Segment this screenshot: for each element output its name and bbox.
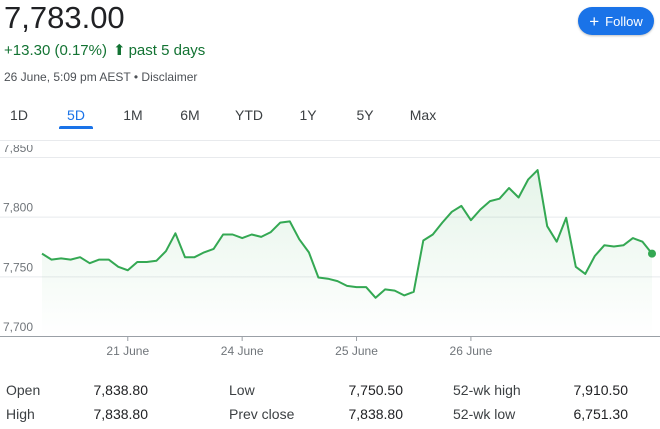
price-line <box>41 169 653 299</box>
plus-icon: + <box>589 11 600 31</box>
follow-label: Follow <box>605 13 643 29</box>
tabs-divider <box>0 140 660 141</box>
arrow-up-icon: ⬆ <box>113 42 126 59</box>
x-tick-label: 26 June <box>450 344 493 358</box>
52wk-low-label: 52-wk low <box>453 406 516 422</box>
y-tick-label: 7,800 <box>3 201 33 215</box>
x-tick-label: 21 June <box>106 344 149 358</box>
change-period: past 5 days <box>128 41 206 59</box>
52wk-high-label: 52-wk high <box>453 382 521 398</box>
prev-close-value: 7,838.80 <box>348 406 404 422</box>
x-tick-label: 24 June <box>221 344 264 358</box>
timestamp: 26 June, 5:09 pm AEST <box>4 70 131 84</box>
tab-1d[interactable]: 1D <box>10 107 28 123</box>
open-value: 7,838.80 <box>93 382 149 398</box>
separator-dot: • <box>133 70 139 84</box>
current-price: 7,783.00 <box>4 0 125 35</box>
x-tick-label: 25 June <box>335 344 378 358</box>
open-label: Open <box>6 382 41 398</box>
prev-close-label: Prev close <box>229 406 295 422</box>
low-label: Low <box>229 382 255 398</box>
y-tick-label: 7,750 <box>3 260 33 274</box>
low-value: 7,750.50 <box>348 382 404 398</box>
52wk-low-value: 6,751.30 <box>573 406 629 422</box>
active-tab-indicator <box>59 126 93 129</box>
high-label: High <box>6 406 35 422</box>
tab-5y[interactable]: 5Y <box>356 107 374 123</box>
change-value: +13.30 (0.17%) <box>4 41 107 59</box>
last-price-dot <box>648 249 656 258</box>
price-change: +13.30 (0.17%) ⬆ past 5 days <box>4 41 206 60</box>
tab-1y[interactable]: 1Y <box>299 107 317 123</box>
price-chart: 7,700 7,750 7,800 7,850 21 June 24 June 25 Jun… <box>0 145 660 358</box>
y-tick-label: 7,700 <box>3 320 33 334</box>
tab-1m[interactable]: 1M <box>123 107 143 123</box>
follow-button[interactable]: + Follow <box>578 7 654 35</box>
tab-ytd[interactable]: YTD <box>235 107 263 123</box>
price-area-fill <box>42 170 652 336</box>
high-value: 7,838.80 <box>93 406 149 422</box>
disclaimer-link[interactable]: Disclaimer <box>141 70 198 84</box>
y-tick-label: 7,850 <box>3 145 33 155</box>
quote-meta: 26 June, 5:09 pm AEST • Disclaimer <box>4 70 197 84</box>
tab-6m[interactable]: 6M <box>180 107 200 123</box>
52wk-high-value: 7,910.50 <box>573 382 629 398</box>
tab-5d[interactable]: 5D <box>67 107 85 123</box>
tab-max[interactable]: Max <box>409 107 437 123</box>
